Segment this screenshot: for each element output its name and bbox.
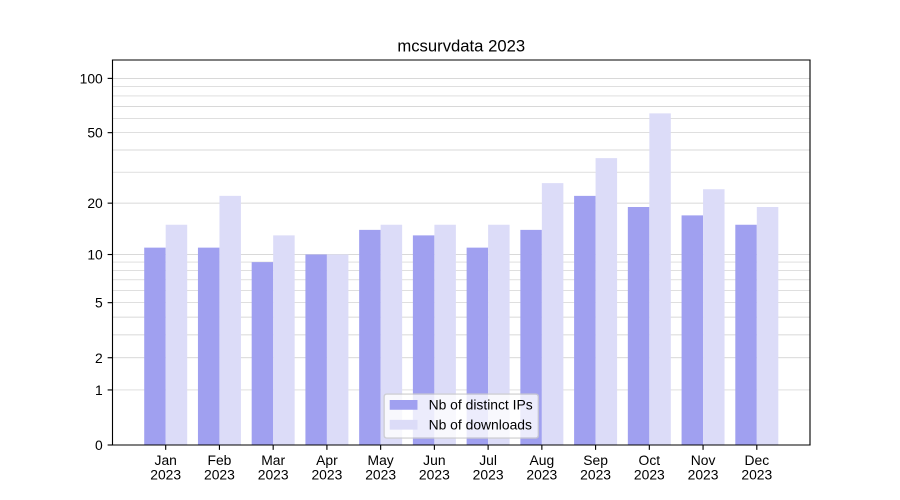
svg-text:Jun: Jun	[423, 452, 445, 468]
svg-text:100: 100	[80, 70, 103, 86]
svg-text:Jan: Jan	[155, 452, 177, 468]
svg-text:mcsurvdata 2023: mcsurvdata 2023	[397, 37, 525, 56]
svg-text:2023: 2023	[258, 467, 289, 483]
svg-text:Oct: Oct	[639, 452, 661, 468]
svg-text:2023: 2023	[150, 467, 181, 483]
svg-text:Nb of distinct IPs: Nb of distinct IPs	[429, 397, 533, 413]
svg-text:0: 0	[95, 437, 103, 453]
svg-text:Apr: Apr	[316, 452, 338, 468]
svg-text:2023: 2023	[526, 467, 557, 483]
svg-text:20: 20	[87, 195, 103, 211]
svg-text:May: May	[368, 452, 394, 468]
svg-text:5: 5	[95, 295, 103, 311]
svg-text:Nb of downloads: Nb of downloads	[429, 417, 532, 433]
svg-text:50: 50	[87, 125, 103, 141]
svg-text:Feb: Feb	[207, 452, 231, 468]
svg-text:2023: 2023	[204, 467, 235, 483]
svg-text:Jul: Jul	[479, 452, 497, 468]
svg-text:1: 1	[95, 382, 103, 398]
svg-text:10: 10	[87, 247, 103, 263]
svg-text:Aug: Aug	[529, 452, 554, 468]
svg-text:2023: 2023	[741, 467, 772, 483]
svg-text:Sep: Sep	[583, 452, 608, 468]
svg-text:2023: 2023	[419, 467, 450, 483]
svg-text:2023: 2023	[580, 467, 611, 483]
svg-text:Mar: Mar	[261, 452, 285, 468]
svg-text:2023: 2023	[311, 467, 342, 483]
svg-text:Dec: Dec	[744, 452, 769, 468]
svg-text:2023: 2023	[634, 467, 665, 483]
svg-text:2023: 2023	[473, 467, 504, 483]
svg-text:2: 2	[95, 350, 103, 366]
svg-text:2023: 2023	[688, 467, 719, 483]
svg-text:Nov: Nov	[691, 452, 716, 468]
svg-text:2023: 2023	[365, 467, 396, 483]
